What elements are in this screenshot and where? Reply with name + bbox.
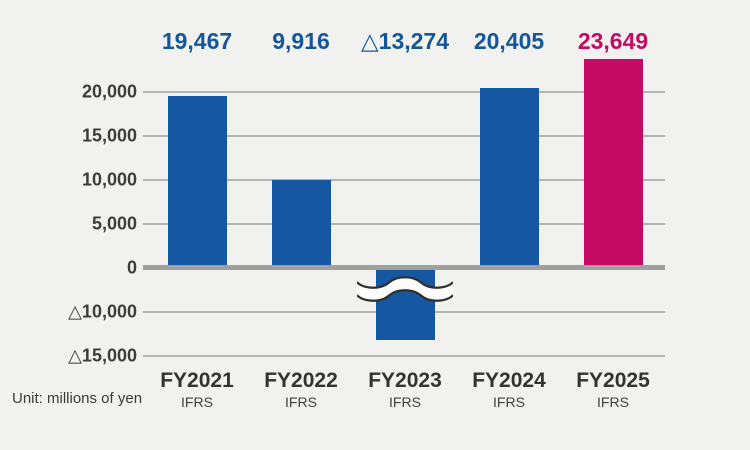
bar-fy2022 (271, 180, 331, 270)
y-axis-tick-label: △10,000 (68, 301, 137, 321)
x-axis-sublabel: IFRS (389, 394, 421, 410)
x-axis-label: FY2024 (472, 369, 546, 392)
value-label: 9,916 (272, 28, 330, 54)
x-axis-sublabel: IFRS (285, 394, 317, 410)
x-axis-sublabel: IFRS (597, 394, 629, 410)
value-label: △13,274 (360, 28, 450, 54)
gridline (143, 222, 665, 225)
zero-axis-line (143, 265, 665, 270)
x-axis-label: FY2025 (576, 369, 650, 392)
y-axis-tick-label: 10,000 (81, 169, 137, 189)
bar-fy2025 (583, 59, 643, 270)
unit-label: Unit: millions of yen (12, 390, 143, 407)
y-axis-tick-label: 15,000 (81, 125, 137, 145)
value-label: 20,405 (473, 28, 545, 54)
y-axis-tick-label: 20,000 (81, 81, 137, 101)
value-label: 19,467 (161, 28, 233, 54)
bar-fy2021 (167, 96, 227, 270)
y-axis-tick-label: △15,000 (68, 345, 137, 365)
gridline (143, 354, 665, 357)
gridline (143, 90, 665, 93)
bar-fy2024 (479, 87, 539, 270)
x-axis-sublabel: IFRS (181, 394, 213, 410)
y-axis-tick-label: 5,000 (91, 213, 137, 233)
y-axis-tick-label: 0 (126, 257, 137, 277)
x-axis-label: FY2022 (264, 369, 338, 392)
x-axis-label: FY2021 (160, 369, 234, 392)
gridline (143, 178, 665, 181)
gridline (143, 134, 665, 137)
x-axis-sublabel: IFRS (493, 394, 525, 410)
axis-break-icon (353, 273, 457, 310)
x-axis-label: FY2023 (368, 369, 442, 392)
value-label: 23,649 (577, 28, 649, 54)
